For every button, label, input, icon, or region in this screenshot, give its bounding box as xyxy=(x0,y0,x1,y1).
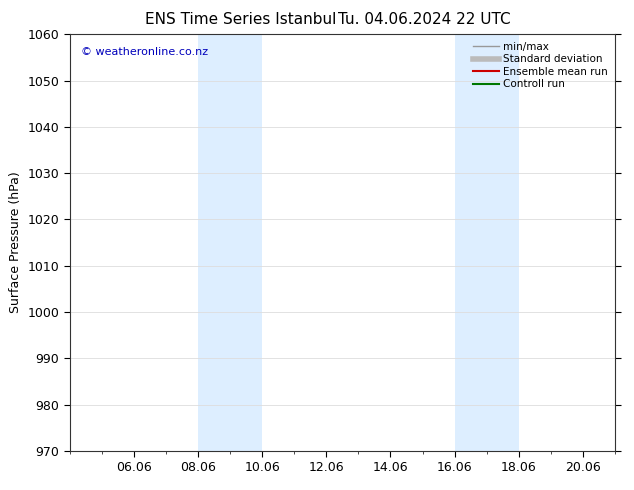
Bar xyxy=(455,34,519,451)
Y-axis label: Surface Pressure (hPa): Surface Pressure (hPa) xyxy=(9,172,22,314)
Text: Tu. 04.06.2024 22 UTC: Tu. 04.06.2024 22 UTC xyxy=(339,12,511,27)
Text: © weatheronline.co.nz: © weatheronline.co.nz xyxy=(81,47,208,57)
Text: ENS Time Series Istanbul: ENS Time Series Istanbul xyxy=(145,12,337,27)
Legend: min/max, Standard deviation, Ensemble mean run, Controll run: min/max, Standard deviation, Ensemble me… xyxy=(470,40,610,92)
Bar xyxy=(198,34,262,451)
